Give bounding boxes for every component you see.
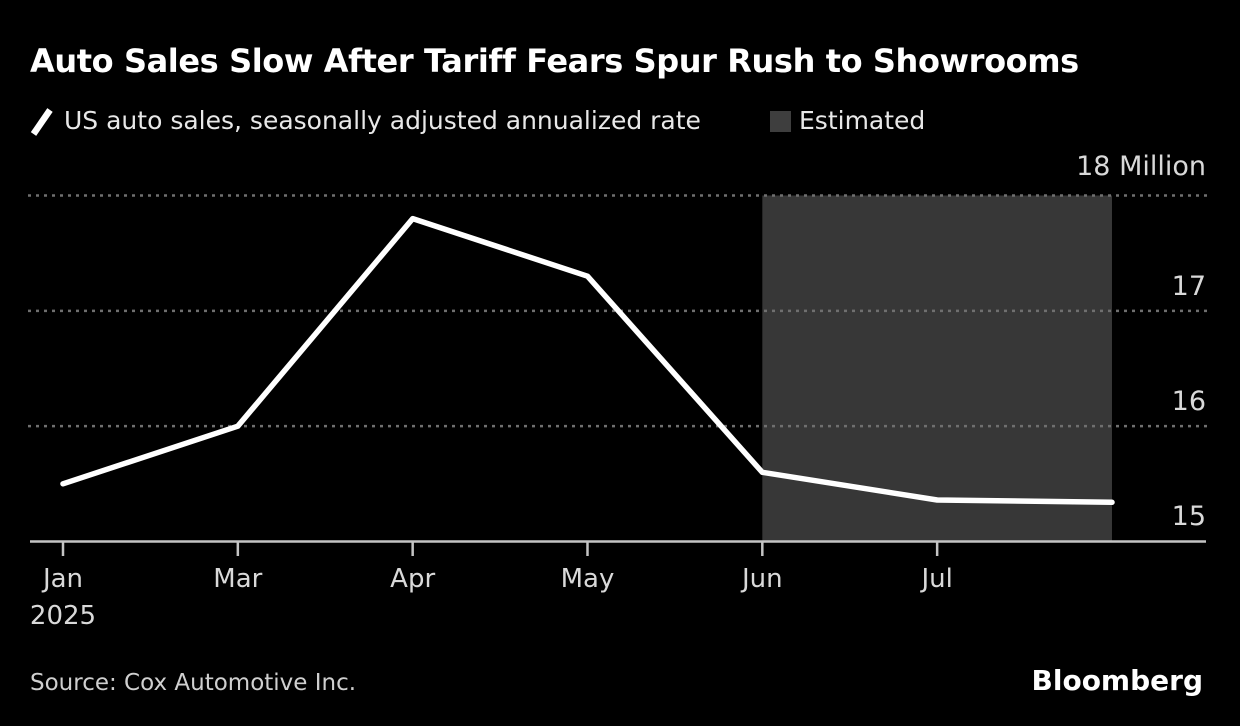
x-axis-label-2025: 2025 [29, 601, 97, 631]
x-axis-label-jan: Jan [42, 564, 84, 594]
legend-estimated-label: Estimated [799, 106, 926, 135]
legend-series-label: US auto sales, seasonally adjusted annua… [64, 106, 701, 135]
estimated-region [762, 195, 1112, 541]
legend: US auto sales, seasonally adjusted annua… [30, 104, 1210, 140]
chart-title: Auto Sales Slow After Tariff Fears Spur … [30, 42, 1079, 80]
source-label: Source: Cox Automotive Inc. [30, 670, 357, 696]
x-axis-label-apr: Apr [390, 564, 436, 594]
x-axis-label-mar: Mar [213, 564, 263, 594]
x-axis-label-jun: Jun [742, 564, 783, 594]
sales-line [60, 215, 1115, 506]
x-axis-label-jul: Jul [921, 564, 953, 594]
y-axis-label-17: 17 [1171, 271, 1206, 302]
y-axis-label-18-million: 18 Million [1076, 151, 1206, 182]
bloomberg-logo: Bloomberg [1031, 664, 1203, 697]
y-axis-label-16: 16 [1171, 386, 1206, 417]
line-series-icon [30, 108, 53, 136]
x-axis-label-may: May [560, 564, 615, 594]
estimated-swatch-icon [770, 111, 791, 132]
y-axis-label-15: 15 [1171, 501, 1206, 532]
